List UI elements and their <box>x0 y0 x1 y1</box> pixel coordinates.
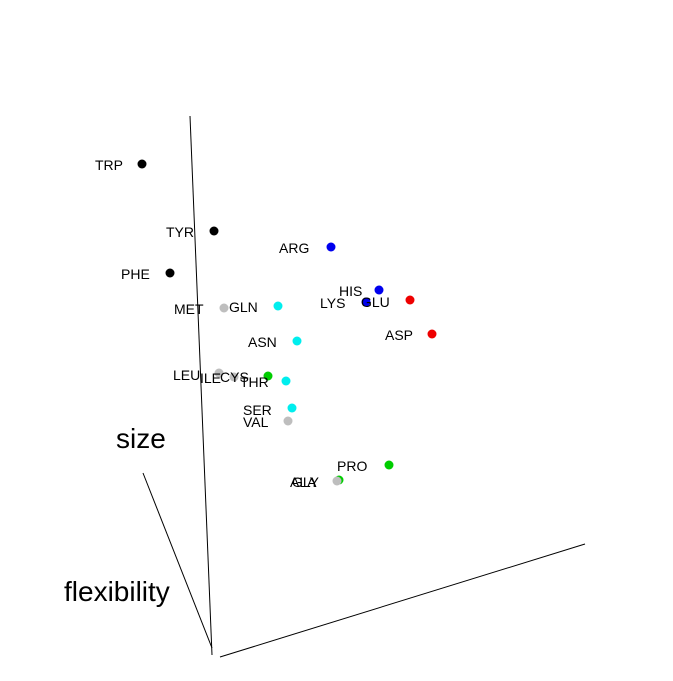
point-label-ile: ILE <box>200 370 221 386</box>
horizontal-axis-line <box>219 543 586 658</box>
point-cys <box>263 371 273 381</box>
point-met <box>219 303 229 313</box>
point-leu <box>214 368 224 378</box>
point-label-cys: CYS <box>220 369 249 385</box>
point-asn <box>292 336 302 346</box>
point-phe <box>165 268 175 278</box>
point-label-ser: SER <box>243 402 272 418</box>
point-glu <box>405 295 415 305</box>
point-ser <box>287 403 297 413</box>
point-label-phe: PHE <box>121 266 150 282</box>
point-label-ala: ALA <box>290 474 317 490</box>
point-label-pro: PRO <box>337 458 367 474</box>
point-label-lys: LYS <box>320 295 345 311</box>
point-val <box>283 416 293 426</box>
point-asp <box>427 329 437 339</box>
point-ala <box>332 476 342 486</box>
point-label-tyr: TYR <box>166 224 194 240</box>
flexibility-axis-title: flexibility <box>64 576 170 607</box>
point-thr <box>281 376 291 386</box>
point-label-his: HIS <box>339 283 362 299</box>
size-axis-title: size <box>116 423 166 454</box>
point-label-asp: ASP <box>385 327 413 343</box>
point-tyr <box>209 226 219 236</box>
depth-axis-line <box>142 472 213 649</box>
point-label-arg: ARG <box>279 240 309 256</box>
point-label-met: MET <box>174 301 204 317</box>
point-label-thr: THR <box>240 374 269 390</box>
vertical-axis-line <box>189 115 213 656</box>
point-pro <box>384 460 394 470</box>
point-gln <box>273 301 283 311</box>
point-label-trp: TRP <box>95 157 123 173</box>
point-label-leu: LEU <box>173 367 200 383</box>
point-trp <box>137 159 147 169</box>
point-label-val: VAL <box>243 414 269 430</box>
point-arg <box>326 242 336 252</box>
point-his <box>374 285 384 295</box>
point-ile <box>229 372 239 382</box>
point-label-gln: GLN <box>229 299 258 315</box>
point-lys <box>361 297 371 307</box>
point-label-glu: GLU <box>361 294 390 310</box>
point-label-asn: ASN <box>248 334 277 350</box>
point-label-gly: GLY <box>292 474 320 490</box>
